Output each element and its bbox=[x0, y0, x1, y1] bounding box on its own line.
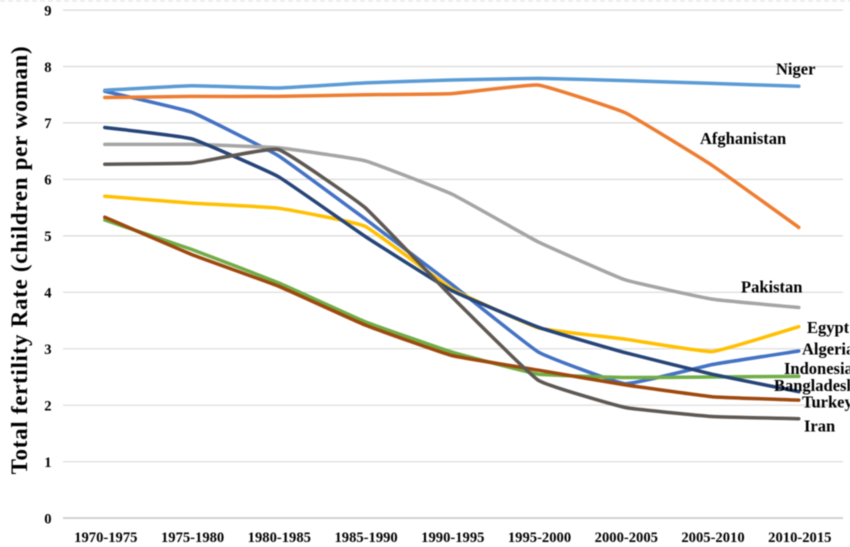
svg-text:1990-1995: 1990-1995 bbox=[421, 530, 484, 546]
svg-text:1985-1990: 1985-1990 bbox=[334, 530, 397, 546]
svg-text:2000-2005: 2000-2005 bbox=[595, 530, 658, 546]
svg-text:4: 4 bbox=[44, 286, 52, 302]
svg-text:Afghanistan: Afghanistan bbox=[700, 129, 786, 148]
svg-text:1: 1 bbox=[44, 455, 51, 471]
svg-text:Indonesia: Indonesia bbox=[784, 359, 850, 378]
svg-text:2: 2 bbox=[44, 399, 51, 415]
svg-text:1970-1975: 1970-1975 bbox=[74, 530, 137, 546]
svg-text:2010-2015: 2010-2015 bbox=[768, 530, 831, 546]
svg-text:Total fertility Rate (children: Total fertility Rate (children per woman… bbox=[7, 46, 32, 475]
svg-text:Egypt: Egypt bbox=[807, 318, 850, 337]
svg-text:Pakistan: Pakistan bbox=[741, 278, 802, 297]
svg-text:Algeria: Algeria bbox=[802, 340, 850, 359]
svg-text:1975-1980: 1975-1980 bbox=[161, 530, 224, 546]
svg-text:3: 3 bbox=[44, 342, 51, 358]
svg-text:Bangladesh: Bangladesh bbox=[774, 376, 850, 395]
svg-text:6: 6 bbox=[44, 173, 51, 189]
svg-text:Turkey: Turkey bbox=[802, 393, 850, 412]
svg-text:0: 0 bbox=[44, 511, 51, 527]
svg-text:1980-1985: 1980-1985 bbox=[248, 530, 311, 546]
svg-text:5: 5 bbox=[44, 229, 51, 245]
svg-text:8: 8 bbox=[44, 60, 51, 76]
svg-text:1995-2000: 1995-2000 bbox=[508, 530, 571, 546]
svg-text:9: 9 bbox=[44, 3, 51, 19]
svg-text:Niger: Niger bbox=[776, 60, 815, 79]
svg-text:Iran: Iran bbox=[804, 417, 835, 436]
svg-text:7: 7 bbox=[44, 116, 51, 132]
svg-text:2005-2010: 2005-2010 bbox=[681, 530, 744, 546]
